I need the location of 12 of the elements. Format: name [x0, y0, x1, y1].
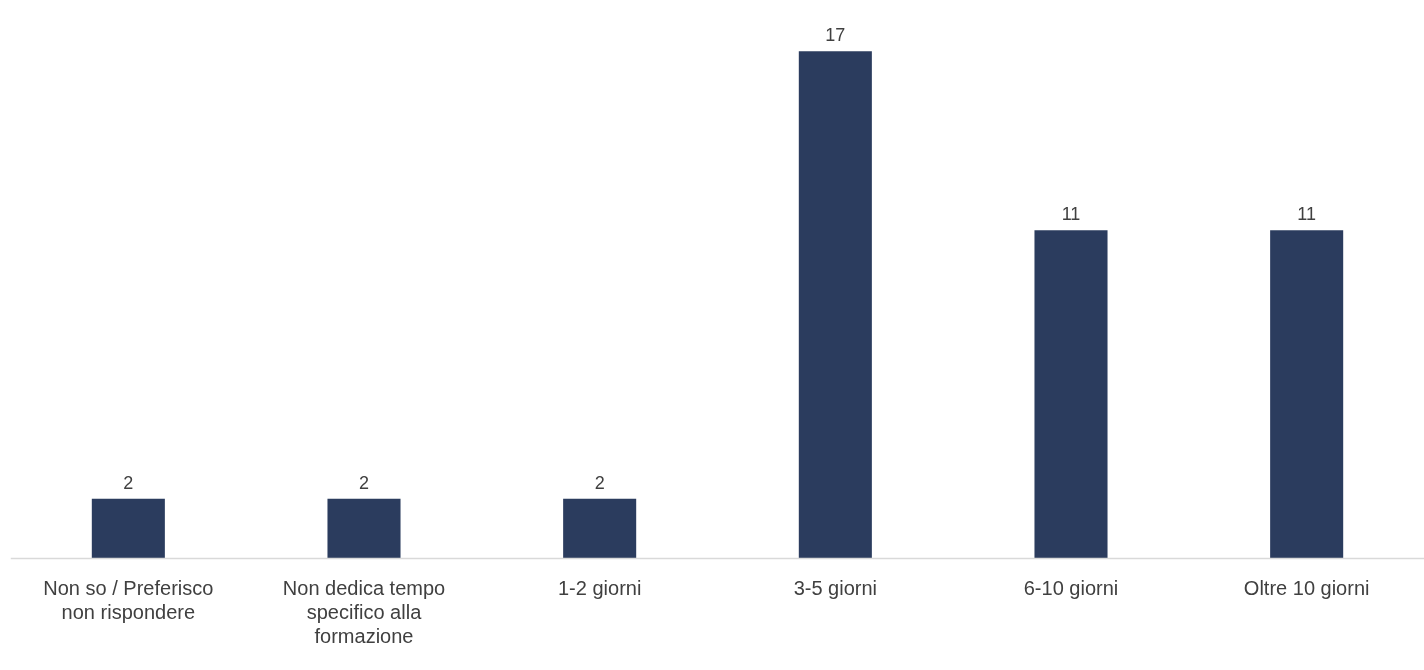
x-tick-label: 6-10 giorni — [1023, 576, 1119, 599]
x-tick-label: Non dedica tempo specifico alla formazione — [282, 576, 446, 647]
data-label: 2 — [594, 472, 605, 493]
data-label: 2 — [123, 472, 134, 493]
data-label: 11 — [1061, 204, 1081, 225]
data-label: 17 — [825, 25, 846, 46]
x-tick-label: Non so / Preferisco non rispondere — [43, 576, 214, 623]
x-tick-label: 3-5 giorni — [793, 576, 878, 599]
data-label: 11 — [1297, 204, 1317, 225]
x-tick-label: Oltre 10 giorni — [1243, 576, 1370, 599]
x-tick-label: 1-2 giorni — [557, 576, 642, 599]
data-label: 2 — [358, 472, 370, 493]
